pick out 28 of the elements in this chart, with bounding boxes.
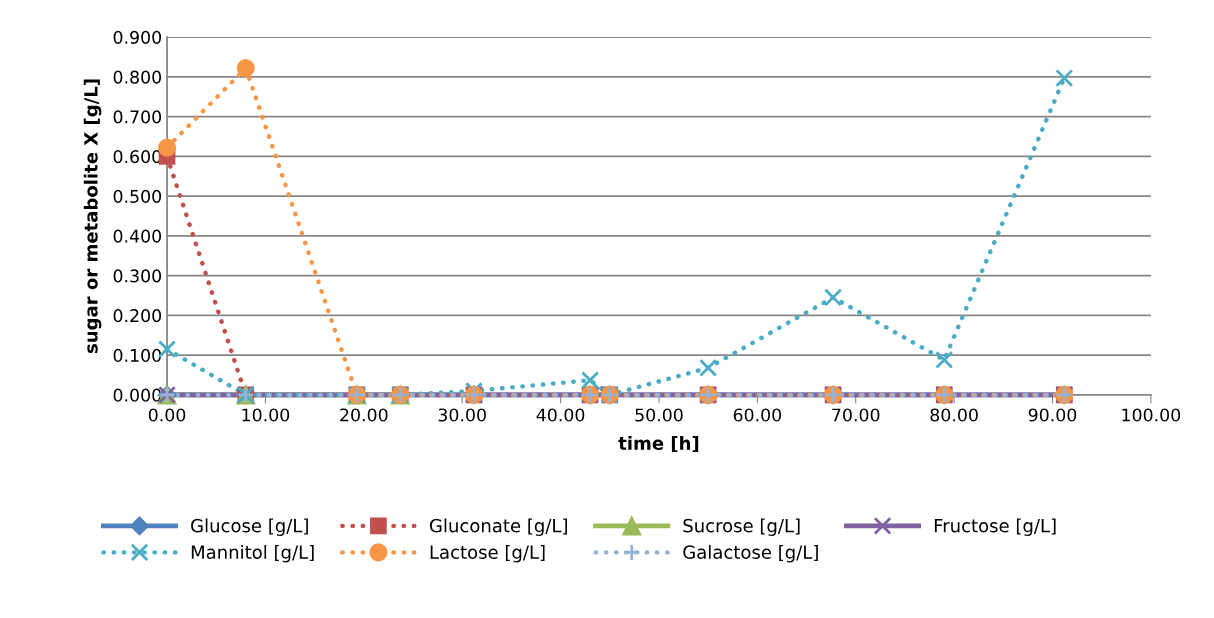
x-tick-label: 80.00	[930, 408, 978, 422]
x-tick-label: 40.00	[536, 408, 585, 422]
x-tick-label: 30.00	[438, 408, 486, 422]
y-tick-label: 0.400	[113, 229, 162, 243]
y-tick-label: 0.100	[113, 348, 162, 362]
x-axis-title: time [h]	[618, 436, 699, 453]
legend-label: Glucose [g/L]	[191, 518, 308, 536]
x-tick-label: 70.00	[832, 408, 880, 422]
legend-label: Sucrose [g/L]	[683, 518, 800, 536]
legend-label: Galactose [g/L]	[683, 545, 818, 563]
x-tick-label: 20.00	[340, 408, 388, 422]
y-tick-label: 0.800	[113, 70, 162, 84]
y-tick-label: 0.200	[113, 309, 162, 323]
x-tick-label: 90.00	[1028, 408, 1077, 422]
y-tick-label: 0.700	[113, 110, 162, 124]
x-tick-label: 100.00	[1122, 408, 1181, 422]
legend-label: Lactose [g/L]	[430, 545, 545, 563]
x-tick-label: 60.00	[733, 408, 782, 422]
legend-label: Fructose [g/L]	[934, 518, 1056, 536]
y-tick-label: 0.300	[113, 269, 162, 283]
legend-label: Gluconate [g/L]	[429, 518, 567, 536]
x-tick-label: 50.00	[635, 408, 683, 422]
x-tick-label: 10.00	[242, 408, 290, 422]
y-tick-label: 0.500	[113, 189, 162, 203]
legend-label: Mannitol [g/L]	[191, 545, 314, 563]
x-tick-label: 0.00	[148, 408, 186, 422]
y-axis-title: sugar or metabolite X [g/L]	[83, 79, 102, 354]
y-tick-label: 0.900	[113, 30, 162, 44]
